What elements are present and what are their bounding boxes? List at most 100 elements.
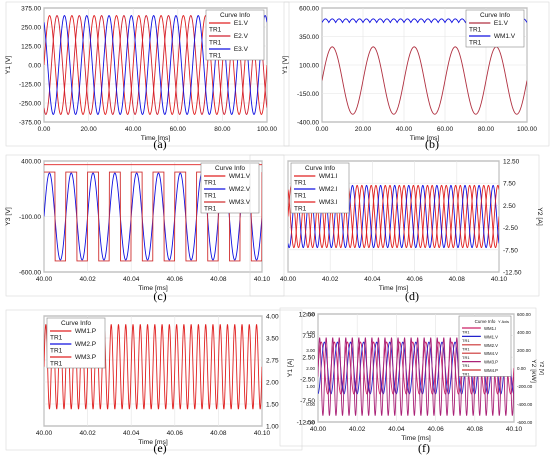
x-axis-label: Time [ms]	[401, 435, 431, 442]
y-tick-label: 400.00	[21, 159, 41, 166]
legend-label: WM1.V	[494, 33, 516, 40]
y-tick-label: 12.50	[299, 312, 316, 319]
y-tick-label: -375.00	[19, 120, 41, 127]
x-tick-label: 40.04	[388, 426, 405, 433]
y-tick-label: 1.50	[266, 402, 279, 409]
x-tick-label: 40.04	[364, 276, 381, 283]
y-tick-label: -7.50	[503, 247, 518, 254]
legend-title: Curve Info	[215, 165, 245, 172]
x-tick-label: 40.02	[79, 430, 96, 437]
caption-c: (c)	[153, 289, 166, 303]
x-tick-label: 40.04	[123, 430, 140, 437]
y-tick-label: 4.00	[266, 314, 279, 321]
legend-label: WM3.P	[75, 354, 96, 361]
legend-label: E3.V	[234, 46, 249, 53]
legend-box	[46, 317, 106, 369]
y-axis-label: Y1 [V]	[5, 56, 12, 75]
legend-label: WM2.P	[75, 341, 96, 348]
legend-sublabel: TR1	[294, 206, 307, 213]
legend-label: WM3.P	[484, 360, 498, 365]
y-outer-tick-label: 5.00	[306, 312, 315, 317]
legend-title: Curve Info	[475, 319, 496, 324]
x-tick-label: 40.00	[310, 426, 327, 433]
x-tick-label: 40.02	[349, 426, 366, 433]
chart-panel-b: 0.00 20.00 40.00 60.00 80.00 100.00 600.00 350.…	[282, 1, 550, 151]
panel-frame	[5, 154, 285, 297]
x-tick-label: 40.00	[36, 430, 53, 437]
legend-label: WM1.V	[484, 334, 498, 339]
legend-title: Curve Info	[480, 12, 510, 19]
legend-label: WM1.I	[319, 173, 338, 180]
y-tick-label: 350.00	[299, 34, 319, 41]
legend-label: WM2.I	[319, 186, 338, 193]
caption-a: (a)	[153, 137, 166, 151]
chart-panel-f: 40.00 40.02 40.04 40.06 40.08 40.10 12.50 7.50 2…	[279, 307, 544, 455]
x-tick-label: 40.08	[210, 276, 227, 283]
y-tick-label: -2.50	[300, 376, 315, 383]
legend-sublabel: TR1	[469, 27, 482, 34]
chart-panel-d: 40.00 40.02 40.04 40.06 40.08 40.10 12.50 7.50 2…	[249, 154, 543, 303]
x-tick-label: 40.02	[322, 276, 339, 283]
y-tick-label: 375.00	[21, 6, 41, 13]
legend-sublabel: TR1	[462, 346, 470, 351]
x-tick-label: 40.00	[125, 126, 142, 133]
y-right-tick-label: -400.00	[517, 402, 533, 407]
y-tick-label: -250.00	[19, 101, 41, 108]
y-outer-tick-label: 1.00	[306, 384, 315, 389]
x-tick-label: 80.00	[478, 126, 495, 133]
legend-label: WM1.I	[484, 326, 496, 331]
legend-sublabel: TR1	[50, 361, 63, 368]
legend-box	[465, 9, 525, 48]
x-tick-label: 0.00	[38, 126, 51, 133]
x-tick-label: 40.10	[254, 430, 271, 437]
legend-label: WM3.I	[319, 199, 338, 206]
y-right-tick-label: 0.00	[517, 366, 526, 371]
legend-sublabel: TR1	[204, 180, 217, 187]
caption-d: (d)	[405, 289, 419, 303]
x-tick-label: 20.00	[355, 126, 372, 133]
legend-sublabel: TR1	[204, 206, 217, 213]
y-tick-label: 1.00	[266, 424, 279, 431]
legend-title: Curve Info	[305, 165, 335, 172]
x-tick-label: 40.08	[210, 430, 227, 437]
x-tick-label: 40.02	[79, 276, 96, 283]
legend-sublabel: TR1	[50, 335, 63, 342]
legend-sublabel: TR1	[462, 330, 470, 335]
legend-sublabel: TR1	[294, 193, 307, 200]
series-line-wm3-i	[288, 184, 499, 249]
legend-sublabel: TR1	[209, 40, 222, 47]
legend-label: WM2.V	[484, 343, 498, 348]
y-tick-label: 2.50	[503, 203, 516, 210]
chart-panel-c: 40.00 40.02 40.04 40.06 40.08 40.10 400.00 -100…	[5, 154, 285, 303]
y-tick-label: -100.00	[19, 214, 41, 221]
legend-sublabel: TR1	[462, 372, 470, 377]
x-tick-label: 80.00	[214, 126, 231, 133]
x-axis-label: Time [ms]	[379, 285, 409, 292]
y-tick-label: 250.00	[21, 25, 41, 32]
x-tick-label: 40.04	[123, 276, 140, 283]
y-tick-label: -150.00	[297, 91, 319, 98]
y-right-tick-label: 200.00	[517, 348, 531, 353]
x-tick-label: 40.08	[449, 276, 466, 283]
y-right-tick-label: 400.00	[517, 330, 531, 335]
x-tick-label: 60.00	[170, 126, 187, 133]
y-right-tick-label: 600.00	[517, 312, 531, 317]
x-tick-label: 40.06	[406, 276, 423, 283]
x-axis-label: Time [ms]	[410, 135, 440, 142]
y-tick-label: -12.50	[503, 270, 522, 277]
series-line-e3-v	[44, 15, 267, 115]
legend-label: WM3.V	[229, 199, 251, 206]
y-axis-label: Y1 [V]	[282, 56, 289, 75]
y-tick-label: 125.00	[21, 44, 41, 51]
y-tick-label: 7.50	[503, 181, 516, 188]
series-line-e1-v	[322, 46, 527, 115]
legend-sublabel: TR1	[294, 180, 307, 187]
caption-f: (f)	[418, 441, 430, 455]
x-axis-label: Time [ms]	[141, 135, 171, 142]
legend-label: WM1.P	[75, 328, 96, 335]
caption-b: (b)	[425, 137, 439, 151]
x-axis-label: Time [ms]	[138, 439, 168, 446]
